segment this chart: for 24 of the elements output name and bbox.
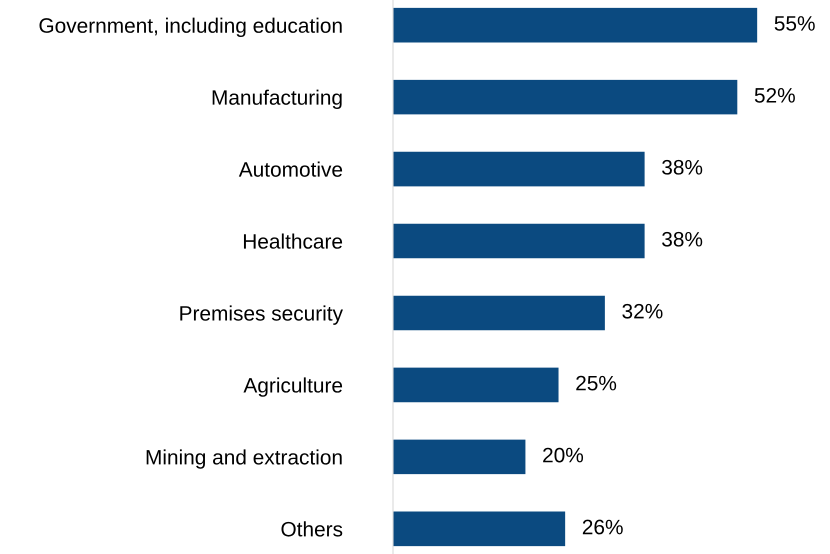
bar	[393, 512, 566, 546]
data-label: 55%	[774, 16, 815, 31]
data-label: 38%	[662, 232, 702, 247]
data-label: 32%	[622, 304, 662, 319]
y-tick-label: Mining and extraction	[146, 449, 342, 469]
y-tick-label: Automotive	[238, 162, 342, 177]
bar	[393, 368, 559, 402]
bar	[393, 80, 738, 114]
data-label: 26%	[582, 520, 623, 534]
bar	[393, 224, 645, 258]
y-tick-label: Premises security	[180, 305, 343, 325]
bar	[393, 8, 758, 42]
y-tick-label: Government, including education	[39, 18, 342, 38]
bar	[393, 440, 526, 474]
data-label: 20%	[543, 448, 584, 462]
y-tick-label: Others	[281, 521, 342, 537]
y-tick-label: Healthcare	[244, 233, 342, 249]
y-tick-label: Manufacturing	[212, 90, 342, 109]
bar	[393, 152, 645, 186]
y-tick-label: Agriculture	[243, 377, 342, 397]
data-label: 38%	[662, 160, 702, 175]
bar	[393, 296, 605, 330]
data-label: 25%	[576, 376, 616, 391]
data-label: 52%	[754, 88, 795, 103]
